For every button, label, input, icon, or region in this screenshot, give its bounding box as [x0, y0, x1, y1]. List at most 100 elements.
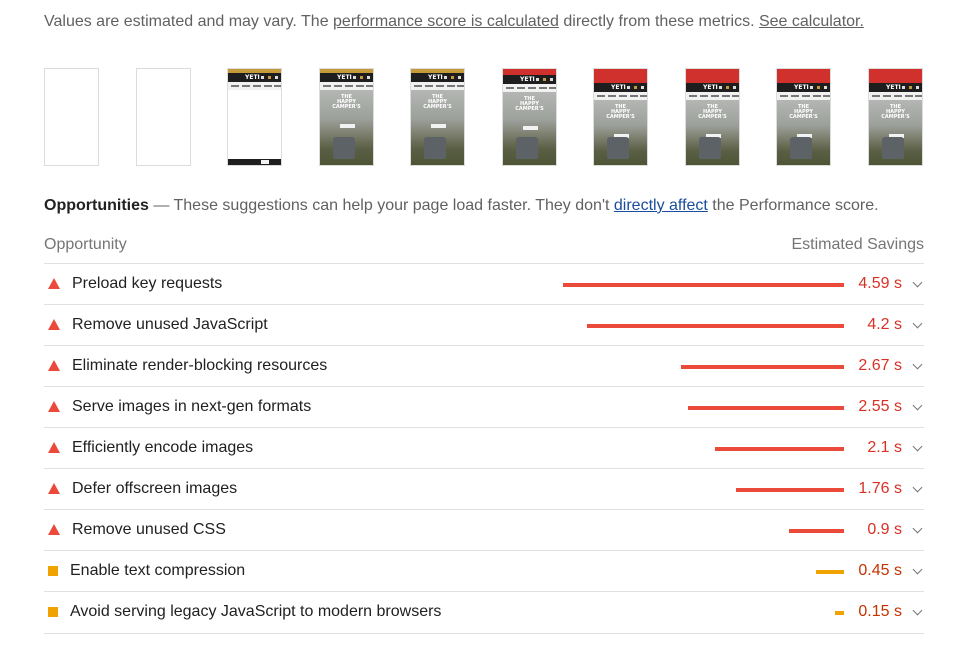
nav-icon: [733, 86, 736, 89]
filmstrip-frame: YETI THE HAPPY CAMPER'S: [593, 68, 648, 166]
opportunity-row[interactable]: Serve images in next-gen formats 2.55 s: [44, 386, 924, 427]
opportunity-row[interactable]: Enable text compression 0.45 s: [44, 550, 924, 591]
savings-value: 2.1 s: [867, 439, 902, 456]
sub-nav-item: [802, 95, 810, 97]
sub-nav-item: [597, 95, 605, 97]
sub-nav-item: [242, 85, 250, 87]
directly-affect-link[interactable]: directly affect: [613, 197, 708, 214]
sub-nav-item: [619, 95, 627, 97]
chevron-down-icon[interactable]: [912, 318, 923, 329]
fail-triangle-icon: [48, 401, 60, 412]
savings-value: 4.2 s: [867, 316, 902, 333]
nav-icon: [360, 76, 363, 79]
promo-bar: [228, 69, 281, 74]
opportunity-title: Serve images in next-gen formats: [72, 398, 312, 415]
chevron-down-icon[interactable]: [912, 482, 923, 493]
savings-value: 0.9 s: [867, 521, 902, 538]
opportunity-title: Eliminate render-blocking resources: [72, 357, 328, 374]
sub-nav-item: [630, 95, 638, 97]
opportunity-row[interactable]: Eliminate render-blocking resources 2.67 …: [44, 345, 924, 386]
opportunity-row[interactable]: Preload key requests 4.59 s: [44, 263, 924, 304]
sub-nav-item: [905, 95, 913, 97]
opportunity-row[interactable]: Defer offscreen images 1.76 s: [44, 468, 924, 509]
fail-triangle-icon: [48, 319, 60, 330]
opportunity-title: Preload key requests: [72, 275, 223, 292]
sub-nav-item: [274, 85, 281, 87]
fail-triangle-icon: [48, 442, 60, 453]
opportunity-row[interactable]: Efficiently encode images 2.1 s: [44, 427, 924, 468]
promo-bar: [320, 69, 373, 74]
opportunities-description: These suggestions can help your page loa…: [173, 197, 614, 214]
chevron-down-icon[interactable]: [912, 277, 923, 288]
nav-icon: [458, 76, 461, 79]
fail-triangle-icon: [48, 483, 60, 494]
filmstrip-frame: YETI THE HAPPY CAMPER'S: [868, 68, 923, 166]
chevron-down-icon[interactable]: [912, 359, 923, 370]
sub-nav-item: [640, 95, 647, 97]
sub-nav-item: [506, 87, 514, 89]
savings-bar: [688, 406, 844, 410]
hero-title: THE HAPPY CAMPER'S: [606, 104, 635, 120]
hero-title: THE HAPPY CAMPER'S: [423, 94, 452, 110]
loading-bar: [228, 159, 281, 165]
sub-nav-item: [539, 87, 547, 89]
opportunity-row[interactable]: Remove unused JavaScript 4.2 s: [44, 304, 924, 345]
sub-nav-item: [436, 85, 444, 87]
chair-image: [790, 137, 812, 159]
hero-title: THE HAPPY CAMPER'S: [332, 94, 361, 110]
average-square-icon: [48, 566, 58, 576]
filmstrip-frame: [136, 68, 191, 166]
nav-icon: [275, 76, 278, 79]
chair-image: [607, 137, 629, 159]
nav-icon: [634, 86, 637, 89]
fail-triangle-icon: [48, 360, 60, 371]
opportunity-row[interactable]: Remove unused CSS 0.9 s: [44, 509, 924, 550]
sub-nav: [228, 82, 281, 90]
nav-icon: [902, 86, 905, 89]
fail-triangle-icon: [48, 278, 60, 289]
sub-nav-item: [323, 85, 331, 87]
performance-score-link[interactable]: performance score is calculated: [333, 13, 559, 30]
chevron-down-icon[interactable]: [912, 605, 923, 616]
nav-icon: [824, 86, 827, 89]
chevron-down-icon[interactable]: [912, 564, 923, 575]
nav-icon: [367, 76, 370, 79]
sub-nav: [869, 92, 922, 100]
chevron-down-icon[interactable]: [912, 400, 923, 411]
column-headers: Opportunity Estimated Savings: [44, 236, 924, 254]
column-opportunity: Opportunity: [44, 236, 127, 253]
sub-nav-item: [780, 95, 788, 97]
savings-bar: [816, 570, 844, 574]
sub-nav-item: [823, 95, 830, 97]
filmstrip-frame: YETI THE HAPPY CAMPER'S: [776, 68, 831, 166]
chevron-down-icon[interactable]: [912, 441, 923, 452]
sub-nav-item: [722, 95, 730, 97]
see-calculator-link[interactable]: See calculator.: [758, 13, 864, 30]
promo-banner: [777, 69, 830, 83]
metrics-note: Values are estimated and may vary. The p…: [44, 13, 864, 31]
nav-icon: [810, 86, 813, 89]
hero-button: [797, 134, 812, 138]
savings-value: 0.15 s: [858, 603, 902, 620]
nav-icon: [550, 78, 553, 81]
sub-nav-item: [414, 85, 422, 87]
site-nav: YETI: [228, 73, 281, 82]
chevron-down-icon[interactable]: [912, 523, 923, 534]
hero-button: [706, 134, 721, 138]
nav-icon: [726, 86, 729, 89]
sub-nav-item: [345, 85, 353, 87]
nav-icon: [817, 86, 820, 89]
savings-bar: [789, 529, 844, 533]
filmstrip-frame: [44, 68, 99, 166]
savings-bar: [681, 365, 844, 369]
hero-title: THE HAPPY CAMPER'S: [789, 104, 818, 120]
filmstrip-frame: YETI THE HAPPY CAMPER'S: [685, 68, 740, 166]
hero-button: [523, 126, 538, 130]
savings-bar: [736, 488, 844, 492]
savings-bar: [835, 611, 844, 615]
nav-icon: [261, 76, 264, 79]
site-logo: YETI: [886, 84, 901, 91]
opportunity-row[interactable]: Avoid serving legacy JavaScript to moder…: [44, 591, 924, 634]
chair-image: [882, 137, 904, 159]
